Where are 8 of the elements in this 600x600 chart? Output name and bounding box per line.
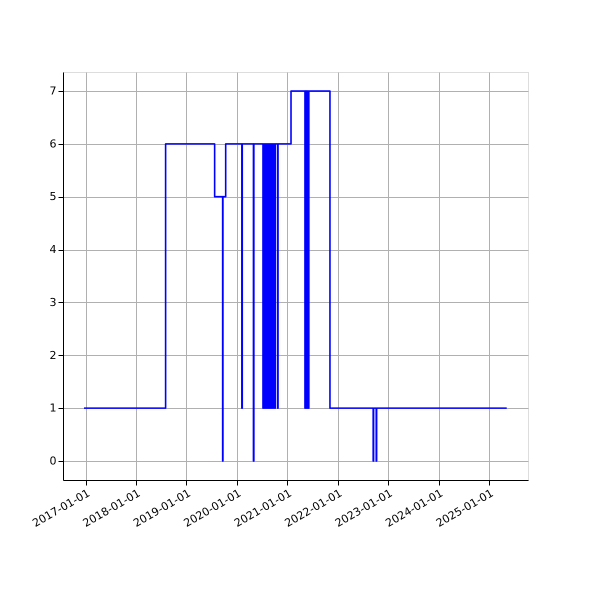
y-tick-label: 1 <box>50 402 56 415</box>
y-tick-label: 5 <box>50 190 56 204</box>
y-tick-label: 0 <box>50 454 56 468</box>
y-tick-label: 4 <box>50 243 56 256</box>
y-tick-label: 6 <box>50 137 56 150</box>
y-tick-label: 7 <box>50 84 56 98</box>
y-tick-label: 3 <box>50 296 56 309</box>
y-tick-label: 2 <box>50 348 56 362</box>
